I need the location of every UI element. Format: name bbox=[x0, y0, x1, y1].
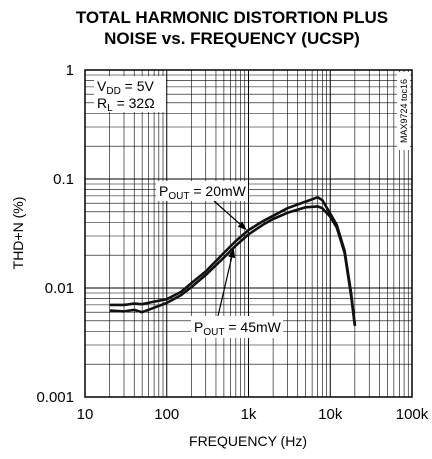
arrowhead-45mw bbox=[228, 248, 236, 259]
conditions-background bbox=[94, 76, 166, 112]
rl-main: R bbox=[97, 95, 107, 111]
x-tick-label: 10k bbox=[318, 406, 343, 423]
series-label-20mw: POUT = 20mW bbox=[159, 183, 247, 202]
arrowhead-20mw bbox=[237, 221, 247, 231]
chart-code-label: MAX9724 toc16 bbox=[397, 72, 410, 150]
rl-rest: = 32Ω bbox=[113, 95, 155, 111]
series-45mw-sub: OUT bbox=[203, 327, 224, 338]
x-tick-label: 100 bbox=[154, 406, 179, 423]
y-tick-label: 0.01 bbox=[45, 280, 74, 297]
annotation-45mw: POUT = 45mW bbox=[191, 248, 283, 338]
series-lines bbox=[109, 196, 357, 326]
series-line-45mw bbox=[109, 205, 357, 326]
vdd-rest: = 5V bbox=[121, 78, 155, 94]
vdd-sub: DD bbox=[106, 86, 120, 97]
chart-code: MAX9724 toc16 bbox=[399, 79, 409, 143]
x-tick-label: 100k bbox=[396, 406, 429, 423]
conditions-box: VDD = 5V RL = 32Ω bbox=[94, 76, 166, 114]
vdd-main: V bbox=[97, 78, 107, 94]
y-tick-label: 0.001 bbox=[36, 389, 74, 406]
series-20mw-main: P bbox=[159, 183, 168, 199]
tick-labels: 10 100 1k 10k 100k 1 0.1 0.01 0.001 bbox=[36, 62, 428, 423]
chart-title-line2: NOISE vs. FREQUENCY (UCSP) bbox=[104, 29, 360, 48]
series-20mw-rest: = 20mW bbox=[189, 183, 246, 199]
arrow-20mw bbox=[213, 200, 241, 225]
label-box-45mw bbox=[191, 316, 283, 338]
rl-sub: L bbox=[107, 103, 113, 114]
x-tick-label: 1k bbox=[241, 406, 257, 423]
y-axis-label: THD+N (%) bbox=[10, 197, 26, 270]
arrow-45mw bbox=[217, 257, 233, 317]
y-tick-label: 1 bbox=[66, 62, 74, 79]
rl-condition: RL = 32Ω bbox=[97, 95, 155, 114]
annotation-20mw: POUT = 20mW bbox=[156, 181, 248, 231]
series-45mw-rest: = 45mW bbox=[224, 319, 281, 335]
label-box-20mw bbox=[156, 181, 248, 201]
series-label-45mw: POUT = 45mW bbox=[194, 319, 282, 338]
y-tick-label: 0.1 bbox=[53, 171, 74, 188]
series-20mw-sub: OUT bbox=[168, 191, 189, 202]
series-45mw-main: P bbox=[194, 319, 203, 335]
x-axis-label: FREQUENCY (Hz) bbox=[189, 433, 307, 449]
x-tick-label: 10 bbox=[77, 406, 94, 423]
vdd-condition: VDD = 5V bbox=[97, 78, 155, 97]
plot-frame bbox=[84, 69, 413, 398]
chart-title-line1: TOTAL HARMONIC DISTORTION PLUS bbox=[76, 8, 388, 27]
series-line-20mw bbox=[109, 196, 357, 326]
